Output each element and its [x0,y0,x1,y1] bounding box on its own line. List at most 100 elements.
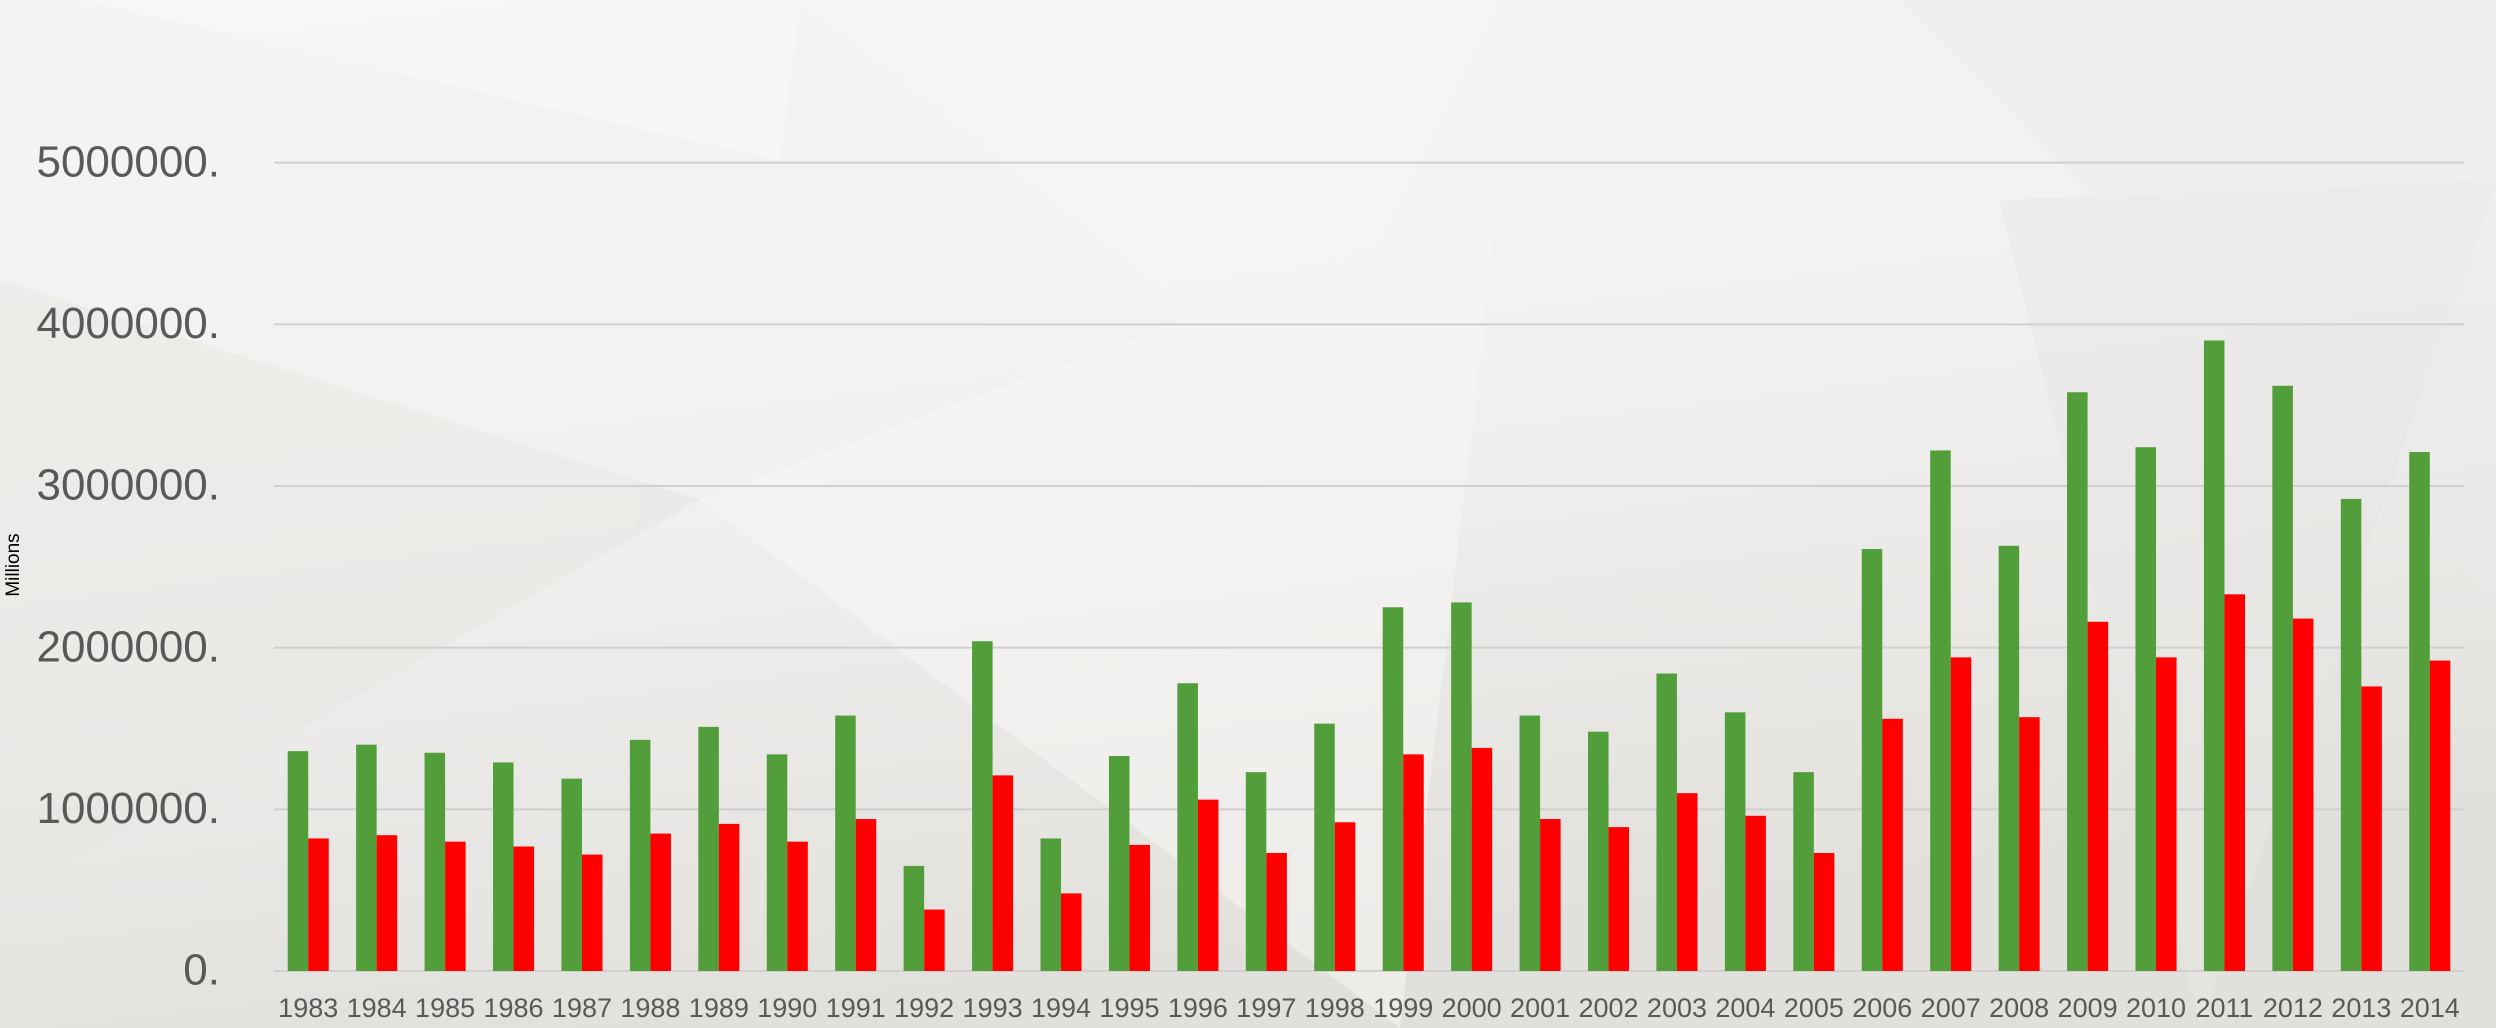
bar [2067,392,2088,971]
bar [650,833,671,971]
x-tick-label: 1999 [1373,993,1433,1023]
bar [2429,660,2451,971]
bar [1608,827,1630,971]
y-axis-label: Millions [3,533,24,596]
bar [1950,657,1972,971]
bar [376,835,398,971]
x-tick-label: 2002 [1578,993,1638,1023]
bar [2409,452,2430,971]
x-tick-label: 1986 [483,993,543,1023]
x-tick-label: 1994 [1031,993,1091,1023]
x-tick-label: 2003 [1647,993,1707,1023]
x-tick-label: 1993 [963,993,1023,1023]
x-tick-label: 1985 [415,993,475,1023]
bar [1108,755,1130,971]
x-tick-label: 1983 [278,993,338,1023]
x-tick-label: 1988 [620,993,680,1023]
x-tick-label: 2005 [1784,993,1844,1023]
bar [2292,618,2314,971]
bar [972,641,993,971]
x-tick-label: 1997 [1236,993,1296,1023]
bar [1382,607,1404,971]
bar [835,715,856,971]
bar [1197,799,1219,971]
bar [1334,822,1356,971]
x-tick-label: 2007 [1921,993,1981,1023]
bar [1745,815,1766,971]
y-tick-label: 5000000. [36,137,220,186]
bar [1245,772,1267,971]
bar [1540,819,1561,971]
bar [698,726,719,971]
bar [2203,340,2225,971]
bar [581,854,603,971]
x-tick-label: 2010 [2126,993,2186,1023]
x-tick-label: 1995 [1099,993,1159,1023]
bar [1813,852,1835,971]
bar [787,841,808,971]
bar [493,762,514,971]
bar [992,775,1014,971]
bar [1129,844,1150,971]
bar [1061,893,1082,971]
bar [1861,549,1883,971]
bar [2340,498,2362,971]
x-tick-label: 1992 [894,993,954,1023]
y-tick-label: 2000000. [36,622,220,671]
bar [2224,594,2245,971]
x-tick-label: 1987 [552,993,612,1023]
x-tick-label: 1984 [347,993,407,1023]
x-tick-label: 2000 [1442,993,1502,1023]
bar [629,739,651,971]
x-tick-label: 1989 [689,993,749,1023]
bar [424,752,446,971]
bar [1588,731,1609,971]
x-tick-label: 2006 [1852,993,1912,1023]
y-tick-label: 4000000. [36,299,220,348]
y-tick-label: 0. [183,946,220,995]
y-tick-label: 1000000. [36,784,220,833]
x-tick-label: 1990 [757,993,817,1023]
x-tick-label: 2013 [2331,993,2391,1023]
bar [2019,717,2040,971]
bar [1314,723,1335,971]
bar [766,754,788,971]
bar [2156,657,2177,971]
bar [513,846,535,971]
bar [2361,686,2382,971]
y-tick-label: 3000000. [36,461,220,510]
x-tick-label: 2004 [1715,993,1775,1023]
bar [287,751,309,971]
bar [2087,621,2109,971]
bar [718,823,740,971]
bar [1471,747,1493,971]
bar [1177,683,1198,971]
bar [1040,838,1062,971]
bar [1793,772,1814,971]
bar [2135,447,2157,971]
bar [1266,852,1287,971]
bar [1882,718,1903,971]
bar [561,778,582,971]
bar [1519,715,1541,971]
bar [1930,450,1951,971]
x-tick-label: 2012 [2263,993,2323,1023]
x-tick-label: 1998 [1305,993,1365,1023]
bar [356,744,377,971]
x-tick-label: 2008 [1989,993,2049,1023]
bar [1403,754,1424,971]
bar [903,865,925,971]
x-tick-label: 2001 [1510,993,1570,1023]
bar [1451,602,1472,971]
x-tick-label: 2014 [2400,993,2460,1023]
bar [1656,673,1677,971]
x-tick-label: 2009 [2058,993,2118,1023]
bar [1676,793,1698,971]
bar [308,838,329,971]
bar [855,819,877,971]
bar [2272,385,2293,971]
bar [1724,712,1746,971]
x-tick-label: 1996 [1168,993,1228,1023]
